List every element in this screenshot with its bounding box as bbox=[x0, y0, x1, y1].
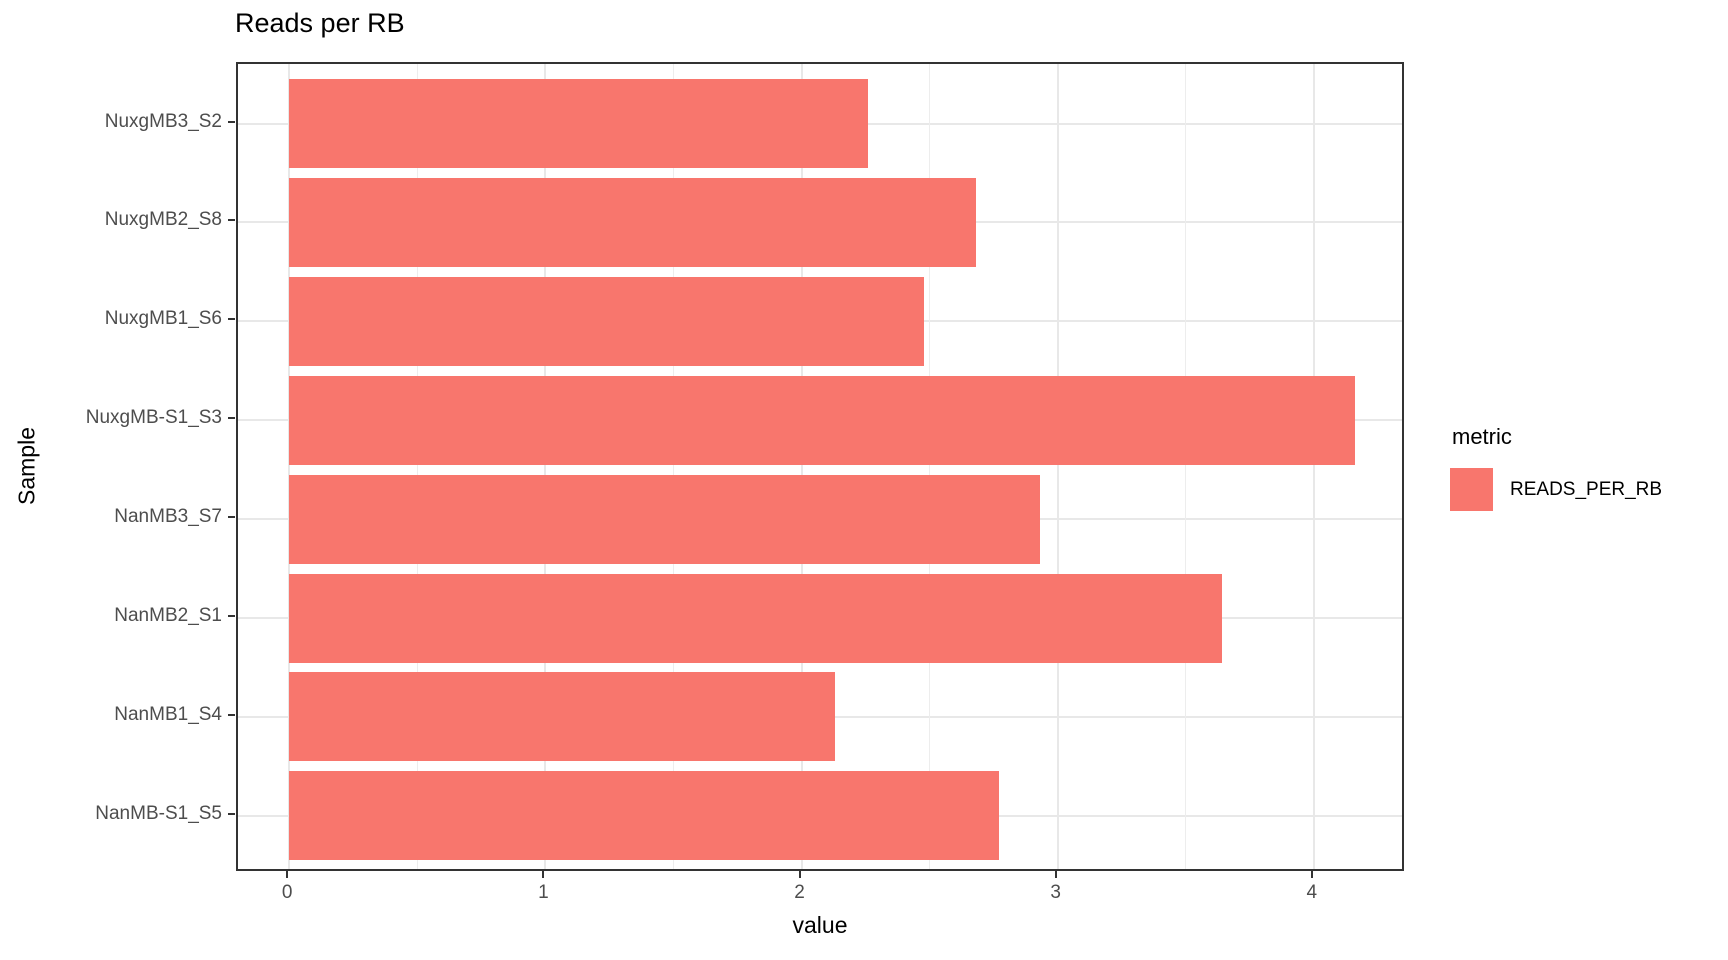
gridline-vertical-minor bbox=[1185, 64, 1187, 869]
gridline-vertical-minor bbox=[416, 64, 418, 869]
y-axis-title: Sample bbox=[13, 427, 40, 505]
gridline-vertical-major bbox=[288, 64, 291, 869]
y-axis-label-NanMB3_S7: NanMB3_S7 bbox=[114, 506, 222, 528]
gridline-vertical-major bbox=[800, 64, 803, 869]
bar-NuxgMB3_S2 bbox=[289, 79, 869, 168]
y-axis-tickmark bbox=[228, 812, 235, 815]
y-axis-tickmark bbox=[228, 219, 235, 222]
plot-panel bbox=[236, 62, 1404, 871]
bar-NuxgMB2_S8 bbox=[289, 177, 976, 267]
y-axis-tickmark bbox=[228, 516, 235, 519]
legend-entry-label: READS_PER_RB bbox=[1510, 478, 1663, 500]
y-axis-label-NuxgMB3_S2: NuxgMB3_S2 bbox=[104, 110, 222, 132]
x-axis-tickmark bbox=[542, 871, 545, 878]
legend-swatch bbox=[1450, 468, 1493, 511]
y-axis-label-NanMB1_S4: NanMB1_S4 bbox=[114, 703, 222, 725]
x-axis-tickmark bbox=[1310, 871, 1313, 878]
bar-NanMB-S1_S5 bbox=[289, 771, 999, 861]
legend-title: metric bbox=[1452, 424, 1512, 449]
y-axis-tickmark bbox=[228, 120, 235, 123]
x-axis-ticklabel-2: 2 bbox=[794, 882, 805, 903]
y-axis-tickmark bbox=[228, 615, 235, 617]
y-axis-label-NanMB2_S1: NanMB2_S1 bbox=[114, 605, 222, 626]
x-axis-ticklabel-1: 1 bbox=[538, 882, 549, 903]
bar-NanMB2_S1 bbox=[289, 573, 1222, 663]
x-axis-ticklabel-4: 4 bbox=[1306, 882, 1318, 903]
chart-title: Reads per RB bbox=[235, 8, 405, 38]
gridline-vertical-major bbox=[1056, 64, 1059, 869]
y-axis-tickmark bbox=[228, 713, 235, 716]
gridline-vertical-minor bbox=[672, 64, 674, 869]
legend-item: READS_PER_RB bbox=[1450, 468, 1662, 511]
y-axis-label-NuxgMB1_S6: NuxgMB1_S6 bbox=[104, 308, 222, 330]
x-axis-ticklabel-0: 0 bbox=[281, 882, 293, 903]
bar-NuxgMB1_S6 bbox=[289, 276, 925, 366]
x-axis-tickmark bbox=[798, 871, 801, 878]
bar-NuxgMB-S1_S3 bbox=[289, 375, 1355, 465]
y-axis-label-NuxgMB2_S8: NuxgMB2_S8 bbox=[104, 209, 222, 231]
x-axis-ticklabel-3: 3 bbox=[1050, 882, 1061, 903]
bar-NanMB1_S4 bbox=[289, 672, 835, 762]
y-axis-label-NuxgMB-S1_S3: NuxgMB-S1_S3 bbox=[85, 407, 222, 429]
gridline-vertical-major bbox=[1312, 64, 1315, 869]
y-axis-tickmark bbox=[228, 318, 235, 321]
bar-NanMB3_S7 bbox=[289, 474, 1040, 564]
y-axis-tickmark bbox=[228, 417, 235, 420]
x-axis-tickmark bbox=[1054, 871, 1057, 878]
legend: metric READS_PER_RB bbox=[1450, 424, 1662, 511]
x-axis-title: value bbox=[792, 912, 848, 938]
gridline-vertical-major bbox=[544, 64, 547, 869]
gridline-vertical-minor bbox=[929, 64, 931, 869]
y-axis-label-NanMB-S1_S5: NanMB-S1_S5 bbox=[95, 802, 222, 824]
x-axis-tickmark bbox=[286, 871, 289, 878]
